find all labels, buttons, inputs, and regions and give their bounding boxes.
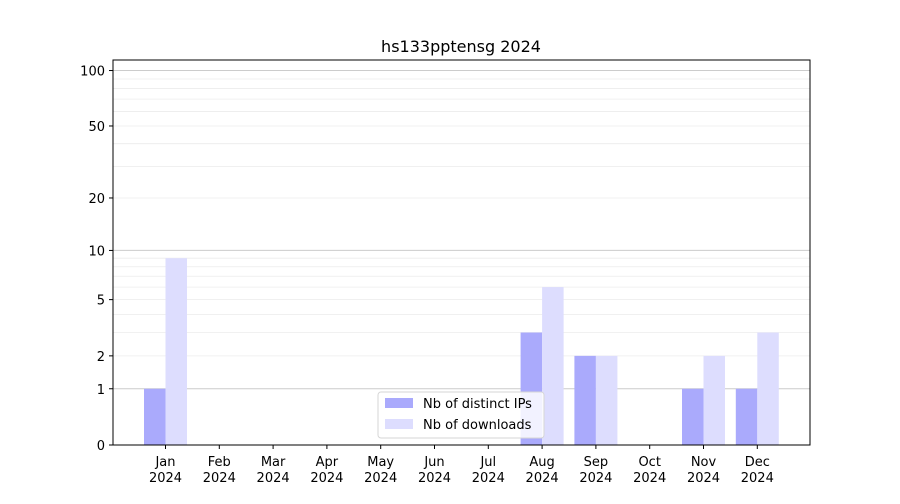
bar-downloads: [703, 355, 725, 445]
bar-downloads: [757, 332, 779, 445]
y-tick-label: 10: [88, 244, 105, 259]
x-tick-label-year: 2024: [472, 471, 505, 486]
chart-title: hs133pptensg 2024: [381, 37, 541, 56]
y-tick-label: 50: [88, 120, 105, 135]
x-tick-label-year: 2024: [418, 471, 451, 486]
x-tick-label-year: 2024: [310, 471, 343, 486]
bar-downloads: [542, 287, 564, 445]
gridlines: [113, 70, 810, 390]
x-tick-label-month: Sep: [584, 455, 609, 470]
x-tick-label-year: 2024: [526, 471, 559, 486]
bar-distinct-ips: [144, 388, 166, 445]
x-tick-label-year: 2024: [203, 471, 236, 486]
x-tick-label-year: 2024: [364, 471, 397, 486]
y-tick-label: 5: [97, 294, 105, 309]
legend-label: Nb of distinct IPs: [423, 397, 532, 412]
x-tick-label-month: Dec: [745, 455, 770, 470]
plot-frame: [112, 59, 811, 446]
y-tick-label: 0: [97, 439, 105, 454]
x-tick-label-month: Nov: [691, 455, 717, 470]
legend-swatch: [385, 419, 413, 429]
bar-downloads: [595, 355, 618, 445]
legend-box: [377, 391, 545, 439]
y-tick-label: 2: [97, 350, 105, 365]
x-tick-label-year: 2024: [579, 471, 612, 486]
x-tick-label-year: 2024: [687, 471, 720, 486]
legend: Nb of distinct IPs Nb of downloads: [377, 391, 545, 439]
x-tick-label-month: Jul: [479, 455, 496, 470]
y-axis: 0 1 2 5 10 20 50 100: [80, 65, 113, 454]
bar-downloads: [165, 258, 187, 445]
x-tick-label-month: Oct: [638, 455, 660, 470]
y-tick-label: 20: [88, 192, 105, 207]
bar-distinct-ips: [735, 388, 758, 445]
x-tick-label-year: 2024: [633, 471, 666, 486]
legend-swatch: [385, 398, 413, 408]
x-tick-label-month: Mar: [261, 455, 286, 470]
x-tick-label-month: Jan: [154, 455, 175, 470]
x-tick-label-month: Aug: [529, 455, 554, 470]
x-axis: Jan2024Feb2024Mar2024Apr2024May2024Jun20…: [149, 445, 774, 486]
x-tick-label-month: Apr: [316, 455, 339, 470]
x-tick-label-year: 2024: [741, 471, 774, 486]
x-tick-label-year: 2024: [149, 471, 182, 486]
y-tick-label: 100: [80, 65, 105, 80]
legend-label: Nb of downloads: [423, 418, 532, 433]
y-tick-label: 1: [97, 383, 105, 398]
x-tick-label-year: 2024: [257, 471, 290, 486]
bars: [144, 258, 779, 445]
x-tick-label-month: May: [367, 455, 394, 470]
bar-distinct-ips: [574, 355, 596, 445]
x-tick-label-month: Jun: [423, 455, 444, 470]
x-tick-label-month: Feb: [208, 455, 231, 470]
bar-distinct-ips: [682, 388, 704, 445]
